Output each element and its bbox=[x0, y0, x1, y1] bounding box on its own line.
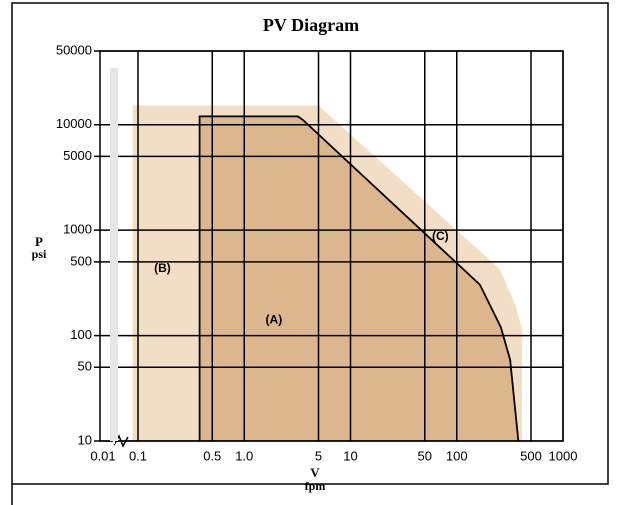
region bbox=[199, 116, 519, 441]
x-tick-label: 0.01 bbox=[90, 448, 115, 463]
x-tick-label: 0.1 bbox=[129, 448, 147, 463]
annotation: (B) bbox=[154, 261, 171, 275]
chart-title: PV Diagram bbox=[263, 15, 359, 35]
x-axis-label: V bbox=[310, 465, 320, 480]
y-tick-label: 5000 bbox=[63, 148, 92, 163]
x-tick-label: 100 bbox=[446, 448, 468, 463]
x-tick-label: 1000 bbox=[549, 448, 578, 463]
y-tick-label: 500 bbox=[70, 253, 92, 268]
x-tick-label: 50 bbox=[418, 448, 432, 463]
x-tick-label: 0.5 bbox=[203, 448, 221, 463]
y-tick-label: 100 bbox=[70, 327, 92, 342]
plot bbox=[94, 50, 564, 448]
x-tick-label: 500 bbox=[520, 448, 542, 463]
strip bbox=[110, 68, 118, 441]
y-tick-label: 10 bbox=[78, 432, 92, 447]
y-tick-label: 10000 bbox=[56, 116, 92, 131]
limit-line bbox=[198, 115, 520, 442]
y-tick-label: 50 bbox=[78, 359, 92, 374]
annotation: (C) bbox=[432, 229, 449, 243]
y-axis-unit: psi bbox=[32, 247, 47, 261]
y-axis-label: P bbox=[35, 234, 43, 249]
x-axis-unit: fpm bbox=[305, 479, 326, 493]
y-tick-label: 50000 bbox=[56, 42, 92, 57]
plot-frame bbox=[99, 50, 564, 442]
frame bbox=[11, 2, 609, 485]
x-tick-label: 1.0 bbox=[235, 448, 253, 463]
x-tick-label: 5 bbox=[315, 448, 322, 463]
y-tick-label: 1000 bbox=[63, 222, 92, 237]
annotation: (A) bbox=[266, 312, 283, 326]
x-tick-label: 10 bbox=[343, 448, 357, 463]
